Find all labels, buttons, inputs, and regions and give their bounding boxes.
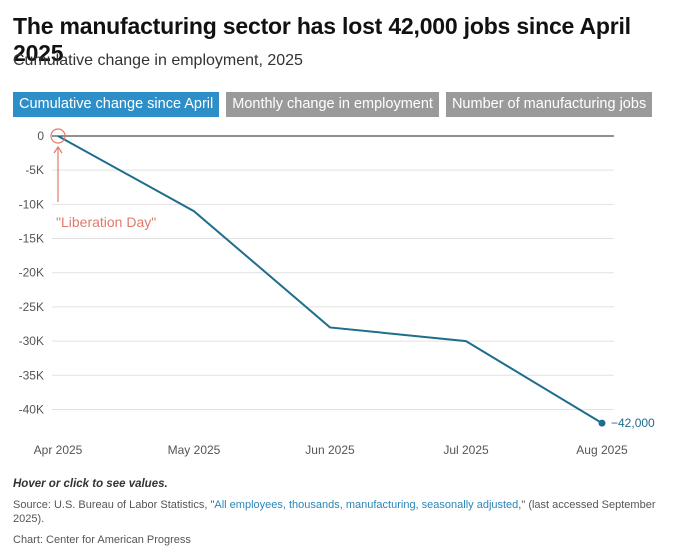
annotation-circle bbox=[50, 128, 66, 144]
line-chart[interactable]: 0 -5K -10K -15K -20K -25K -30K -35K -40K Apr 2025… bbox=[0, 118, 682, 463]
chart-title: The manufacturing sector has lost 42,000… bbox=[13, 13, 631, 66]
chart-footer: Hover or click to see values. Source: U.… bbox=[13, 478, 663, 546]
tab-monthly-change[interactable]: Monthly change in employment bbox=[226, 92, 439, 117]
data-point[interactable] bbox=[324, 321, 336, 333]
x-tick-label: Jul 2025 bbox=[443, 443, 489, 457]
y-tick-label: -25K bbox=[19, 300, 44, 314]
interaction-hint: Hover or click to see values. bbox=[13, 478, 168, 490]
y-tick-label: -20K bbox=[19, 266, 44, 280]
y-tick-label: -35K bbox=[19, 368, 44, 382]
source-prefix: Source: U.S. Bureau of Labor Statistics,… bbox=[13, 499, 215, 511]
view-tabs: Cumulative change since April Monthly ch… bbox=[13, 92, 653, 117]
annotation-arrowhead bbox=[53, 145, 63, 154]
y-tick-label: -5K bbox=[25, 163, 44, 177]
source-note: Source: U.S. Bureau of Labor Statistics,… bbox=[13, 498, 663, 526]
series-line[interactable] bbox=[57, 135, 603, 425]
annotation-label: "Liberation Day" bbox=[56, 214, 156, 230]
end-value-label: −42,000 bbox=[611, 416, 655, 430]
y-tick-label: 0 bbox=[37, 129, 44, 143]
x-tick-label: Apr 2025 bbox=[34, 443, 83, 457]
chart-credit: Chart: Center for American Progress bbox=[13, 534, 191, 546]
data-point[interactable] bbox=[52, 130, 64, 142]
data-point[interactable] bbox=[460, 335, 472, 347]
source-suffix: ," (last accessed September 2025). bbox=[13, 499, 656, 525]
data-point[interactable] bbox=[188, 205, 200, 217]
y-tick-label: -30K bbox=[19, 334, 44, 348]
end-point-marker bbox=[598, 419, 606, 427]
y-tick-label: -15K bbox=[19, 232, 44, 246]
source-link[interactable]: All employees, thousands, manufacturing,… bbox=[214, 499, 519, 511]
chart-subtitle: Cumulative change in employment, 2025 bbox=[13, 52, 303, 69]
x-tick-label: Aug 2025 bbox=[576, 443, 628, 457]
x-tick-label: May 2025 bbox=[168, 443, 221, 457]
x-tick-label: Jun 2025 bbox=[305, 443, 355, 457]
y-tick-label: -40K bbox=[19, 402, 44, 416]
y-tick-label: -10K bbox=[19, 197, 44, 211]
tab-manufacturing-jobs[interactable]: Number of manufacturing jobs bbox=[445, 92, 653, 117]
tab-cumulative-change[interactable]: Cumulative change since April bbox=[13, 92, 220, 117]
